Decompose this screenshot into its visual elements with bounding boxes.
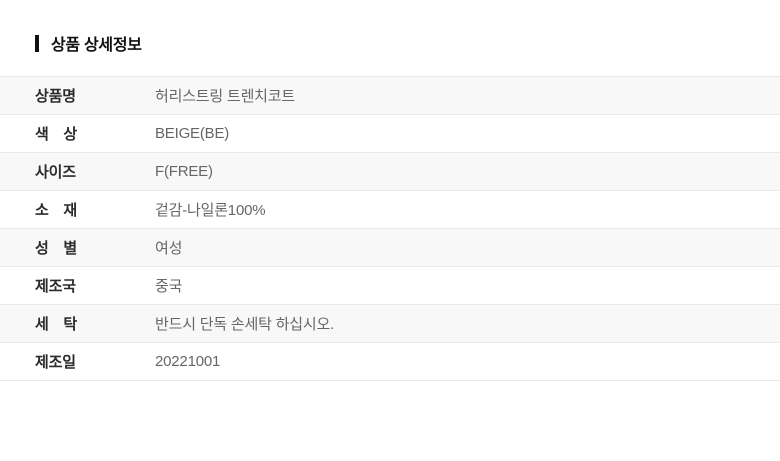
spec-label: 상품명 [35, 88, 76, 105]
spec-value: 20221001 [155, 353, 221, 370]
spec-value: BEIGE(BE) [155, 125, 230, 142]
spec-label: 소 재 [35, 202, 78, 219]
table-row: 상품명 허리스트링 트렌치코트 [0, 77, 780, 115]
spec-value: F(FREE) [155, 163, 213, 180]
table-row: 사이즈 F(FREE) [0, 153, 780, 191]
table-row: 색 상 BEIGE(BE) [0, 115, 780, 153]
spec-value: 여성 [155, 240, 183, 257]
table-row: 소 재 겉감-나일론100% [0, 191, 780, 229]
table-row: 제조일 20221001 [0, 343, 780, 381]
product-spec-table: 상품명 허리스트링 트렌치코트 색 상 BEIGE(BE) 사이즈 F(FREE… [0, 76, 780, 381]
spec-label: 성 별 [35, 240, 78, 257]
spec-value: 중국 [155, 278, 183, 295]
spec-label: 사이즈 [35, 164, 76, 181]
table-row: 세 탁 반드시 단독 손세탁 하십시오. [0, 305, 780, 343]
section-title-text: 상품 상세정보 [51, 37, 142, 54]
spec-value: 허리스트링 트렌치코트 [155, 88, 295, 105]
title-accent-bar [35, 34, 39, 52]
table-row: 제조국 중국 [0, 267, 780, 305]
product-detail-page: 상품 상세정보 상품명 허리스트링 트렌치코트 색 상 BEIGE(BE) 사이… [0, 34, 780, 381]
spec-label: 색 상 [35, 126, 78, 143]
spec-label: 제조국 [35, 278, 76, 295]
spec-label: 제조일 [35, 354, 76, 371]
spec-label: 세 탁 [35, 316, 78, 333]
table-row: 성 별 여성 [0, 229, 780, 267]
spec-value: 반드시 단독 손세탁 하십시오. [155, 316, 335, 333]
section-title: 상품 상세정보 [35, 34, 780, 54]
spec-value: 겉감-나일론100% [155, 202, 266, 219]
